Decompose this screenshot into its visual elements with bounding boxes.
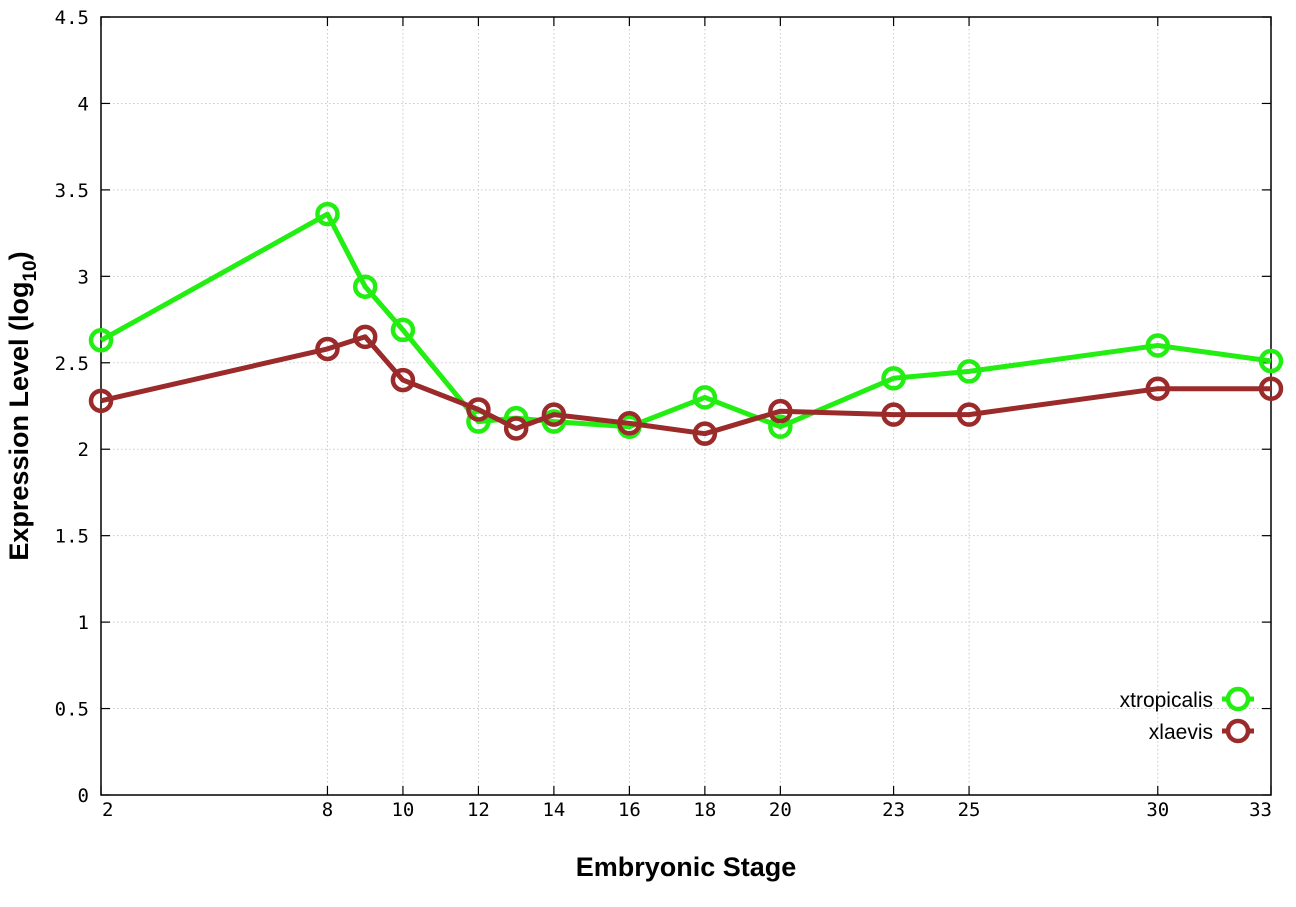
data-point: [352, 274, 378, 299]
data-point: [956, 402, 982, 427]
legend: xtropicalis xlaevis: [1120, 686, 1254, 744]
x-tick-label: 14: [542, 799, 565, 821]
y-axis-title: Expression Level (log10): [4, 251, 41, 560]
x-tick-label: 23: [882, 799, 905, 821]
x-tick-label: 2: [102, 799, 113, 821]
x-tick-label: 20: [769, 799, 792, 821]
data-point: [768, 414, 793, 439]
data-point: [1145, 333, 1171, 358]
data-point: [692, 385, 718, 410]
x-tick-label: 18: [693, 799, 716, 821]
y-tick-label: 4.5: [55, 7, 89, 29]
series-xlaevis: [88, 324, 1284, 446]
data-point: [541, 402, 567, 427]
y-axis-title-subscript: 10: [20, 260, 41, 281]
data-point: [503, 416, 529, 441]
data-point: [390, 367, 416, 393]
x-tick-label: 16: [618, 799, 641, 821]
y-axis-title-main: Expression Level (log: [4, 282, 34, 561]
y-tick-label: 2: [78, 439, 89, 461]
data-point: [466, 397, 491, 422]
data-point: [390, 317, 416, 343]
data-point: [88, 328, 114, 353]
data-point: [1145, 376, 1171, 401]
data-point: [315, 336, 340, 362]
y-tick-label: 2.5: [55, 353, 89, 375]
axis-ticks: 0 0.5 1 1.5 2 2.5 3 3.5 4 4.5 2 8 10 12 14 16 18 20 23 25 30…: [55, 7, 1272, 821]
data-point: [881, 366, 906, 391]
x-tick-label: 12: [467, 799, 490, 821]
x-tick-label: 10: [391, 799, 414, 821]
y-tick-label: 1.5: [55, 526, 89, 548]
legend-marker: [1225, 718, 1251, 744]
plot-frame: [100, 16, 1272, 796]
y-tick-label: 0.5: [55, 699, 89, 721]
legend-entry-xtropicalis: xtropicalis: [1120, 686, 1254, 712]
y-tick-label: 4: [78, 93, 89, 115]
y-tick-label: 1: [78, 612, 89, 634]
x-tick-label: 33: [1249, 799, 1272, 821]
legend-entry-xlaevis: xlaevis: [1149, 718, 1254, 744]
y-tick-label: 3.5: [55, 180, 89, 202]
legend-marker: [1225, 686, 1251, 712]
grid: [101, 17, 1271, 795]
data-point: [617, 411, 642, 436]
x-tick-label: 30: [1146, 799, 1169, 821]
data-point: [315, 201, 340, 227]
legend-label: xlaevis: [1149, 721, 1213, 744]
x-tick-label: 25: [958, 799, 981, 821]
series-lines: [88, 201, 1284, 446]
legend-label: xtropicalis: [1120, 689, 1213, 712]
data-point: [692, 421, 718, 446]
x-tick-label: 8: [322, 799, 333, 821]
data-point: [768, 398, 793, 424]
series-line: [100, 334, 1271, 437]
x-axis-title: Embryonic Stage: [576, 852, 797, 882]
data-point: [352, 324, 378, 350]
data-point: [1258, 348, 1284, 374]
series-xtropicalis: [88, 201, 1284, 439]
data-point: [956, 359, 982, 384]
y-axis-title-close: ): [4, 251, 34, 260]
y-tick-label: 0: [78, 785, 89, 807]
data-point: [1258, 376, 1284, 401]
data-point: [881, 402, 906, 427]
data-point: [88, 388, 114, 414]
y-tick-label: 3: [78, 266, 89, 288]
